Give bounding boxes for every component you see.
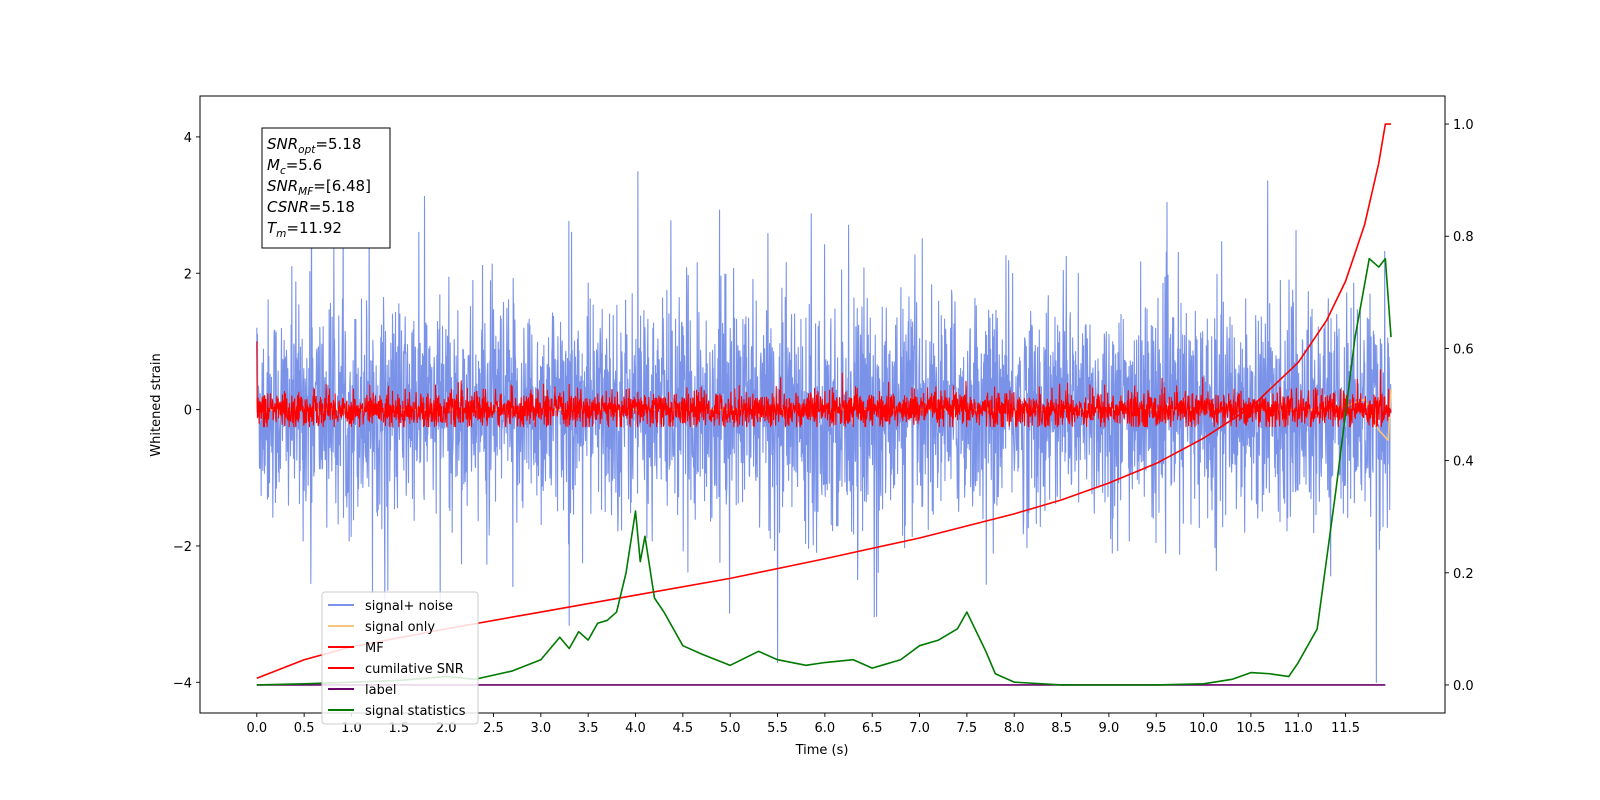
annotation-value: =5.6	[286, 156, 322, 174]
x-tick-label: 2.5	[483, 721, 504, 736]
x-tick-label: 10.5	[1236, 721, 1265, 736]
x-tick-label: 11.0	[1284, 721, 1313, 736]
x-tick-label: 4.0	[625, 721, 646, 736]
y-right-tick-label: 0.6	[1453, 342, 1474, 357]
y-right-tick-label: 0.8	[1453, 230, 1474, 245]
axes-frame	[199, 95, 1446, 714]
y-right-tick-label: 1.0	[1453, 118, 1474, 133]
x-tick-label: 8.5	[1051, 721, 1072, 736]
series-line-signal-statistics	[256, 257, 1392, 686]
legend: signal+ noise signal only MF cumilative SNR…	[321, 591, 479, 725]
annotation-subscript: MF	[298, 186, 314, 198]
annotation-value: =5.18	[315, 135, 361, 153]
annotation-value: =5.18	[309, 198, 355, 216]
x-axis-ticks: 0.0 0.5 1.0 1.5 2.0 2.5 3.0 3.5 4.0 4.5 5.0 5.5 6.0 6…	[246, 713, 1360, 736]
legend-entry-label: label	[365, 683, 396, 698]
y-axis-label: Whitened strain	[149, 353, 164, 456]
x-tick-label: 7.5	[957, 721, 978, 736]
x-tick-label: 1.0	[341, 721, 362, 736]
annotation-subscript: c	[280, 165, 286, 177]
y-tick-label: −2	[173, 540, 192, 555]
x-axis-label: Time (s)	[795, 743, 849, 758]
y-axis-right-ticks: 0.0 0.2 0.4 0.6 0.8 1.0	[1445, 118, 1474, 694]
annotation-subscript: m	[276, 228, 286, 240]
annotation-subscript: opt	[298, 144, 316, 156]
annotation-box-frame	[261, 127, 391, 249]
x-tick-label: 11.5	[1331, 721, 1360, 736]
series-line-cumilative-snr	[256, 123, 1392, 679]
y-tick-label: 4	[184, 131, 192, 146]
annotation-symbol: SNR	[267, 135, 298, 153]
y-right-tick-label: 0.4	[1453, 455, 1474, 470]
x-tick-label: 9.0	[1099, 721, 1120, 736]
x-tick-label: 4.5	[673, 721, 694, 736]
x-tick-label: 9.5	[1146, 721, 1167, 736]
y-tick-label: −4	[173, 676, 192, 691]
series-line-signal-noise	[256, 128, 1392, 683]
y-right-tick-label: 0.0	[1453, 679, 1474, 694]
legend-frame	[321, 591, 479, 725]
x-tick-label: 6.5	[862, 721, 883, 736]
series-line-mf	[256, 341, 1392, 428]
annotation-line: CSNR=5.18	[267, 198, 355, 216]
x-tick-label: 5.5	[767, 721, 788, 736]
annotation-value: =11.92	[286, 219, 342, 237]
annotation-value: =[6.48]	[313, 177, 371, 195]
legend-entry-mf: MF	[365, 641, 384, 656]
x-tick-label: 2.0	[436, 721, 457, 736]
y-right-tick-label: 0.2	[1453, 567, 1474, 582]
annotation-symbol: M	[267, 156, 280, 174]
y-tick-label: 2	[184, 267, 192, 282]
annotation-line: Mc=5.6	[267, 156, 322, 177]
annotation-symbol: T	[267, 219, 278, 237]
x-tick-label: 5.0	[720, 721, 741, 736]
x-tick-label: 7.0	[909, 721, 930, 736]
legend-entry-cumilative-snr: cumilative SNR	[365, 662, 464, 677]
annotation-symbol: SNR	[267, 177, 298, 195]
y-tick-label: 0	[184, 404, 192, 419]
annotation-line: Tm=11.92	[267, 219, 342, 240]
x-tick-label: 6.0	[815, 721, 836, 736]
stats-annotation-box: SNRopt=5.18Mc=5.6SNRMF=[6.48]CSNR=5.18Tm…	[261, 127, 391, 249]
x-tick-label: 1.5	[388, 721, 409, 736]
x-tick-label: 0.5	[294, 721, 315, 736]
annotation-line: SNRopt=5.18	[267, 135, 361, 156]
x-tick-label: 3.0	[530, 721, 551, 736]
y-axis-left-ticks: −4 −2 0 2 4	[173, 131, 200, 691]
x-tick-label: 8.0	[1004, 721, 1025, 736]
x-tick-label: 3.5	[578, 721, 599, 736]
legend-entry-signal-noise: signal+ noise	[365, 599, 453, 614]
legend-entry-signal-only: signal only	[365, 620, 435, 635]
annotation-symbol: CSNR	[267, 198, 309, 216]
x-tick-label: 0.0	[246, 721, 267, 736]
annotation-line: SNRMF=[6.48]	[267, 177, 371, 198]
legend-entry-signal-statistics: signal statistics	[365, 704, 466, 719]
x-tick-label: 10.0	[1189, 721, 1218, 736]
